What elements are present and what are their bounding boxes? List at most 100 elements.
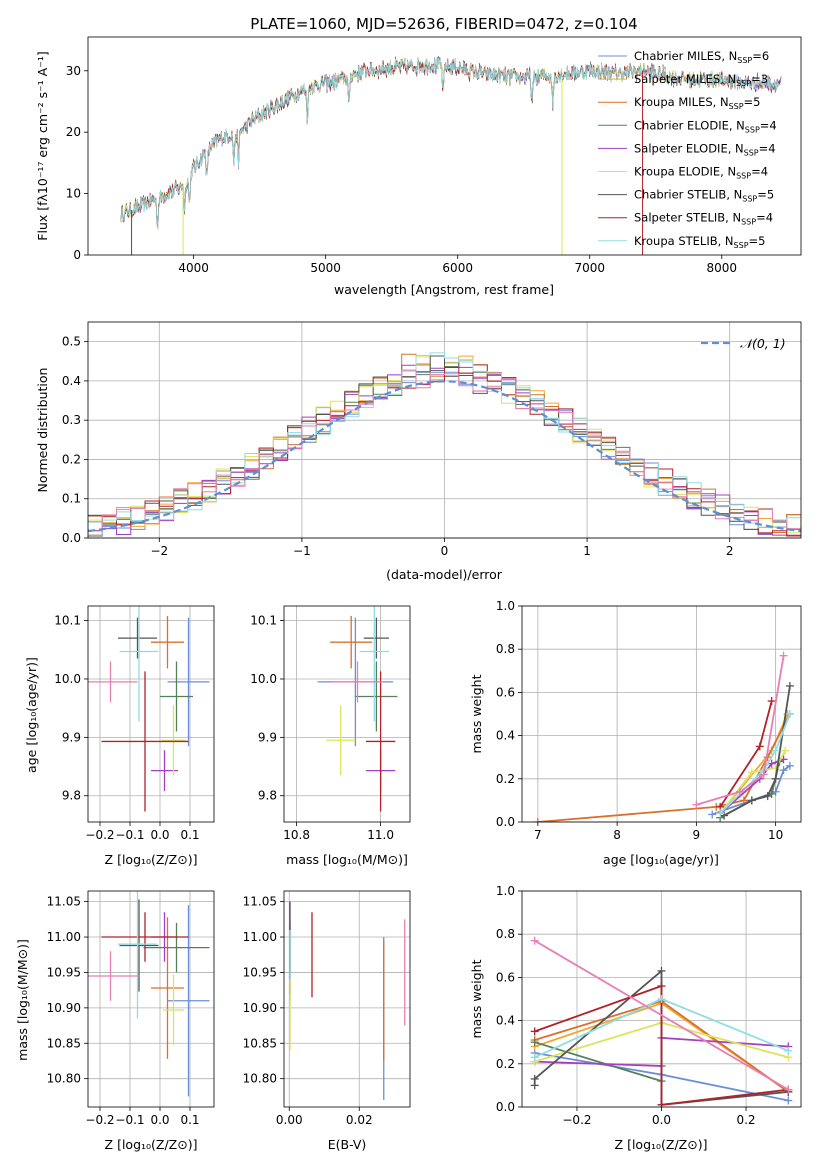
- y-tick-label: 10.1: [54, 614, 81, 628]
- mass-weight-vs-age-panel: 7 8 9 10 0.0 0.2 0.4 0.6 0.8 1.0 age [log₁₀(age/yr…: [469, 599, 802, 867]
- x-tick-label: −1: [293, 544, 311, 558]
- series-line: [537, 713, 791, 822]
- x-axis-label: wavelength [Angstrom, rest frame]: [334, 282, 554, 297]
- legend-entry: Kroupa MILES, NSSP=5: [634, 95, 760, 111]
- legend-entry: Kroupa STELIB, NSSP=5: [634, 234, 765, 250]
- x-tick-label: 6000: [442, 261, 473, 275]
- x-tick-label: 4000: [178, 261, 209, 275]
- x-tick-label: −0.2: [85, 828, 114, 842]
- y-tick-label: 0.8: [496, 927, 515, 941]
- plot-area: [317, 606, 398, 812]
- y-axis-label: mass [log₁₀(M/M⊙)]: [15, 939, 30, 1061]
- y-tick-label: 10.80: [243, 1072, 277, 1086]
- y-tick-label: 10.80: [47, 1072, 81, 1086]
- x-tick-label: 8: [613, 828, 621, 842]
- y-tick-label: 9.8: [62, 789, 81, 803]
- axes-frame: [283, 890, 411, 1108]
- y-tick-label: 0.6: [496, 685, 515, 699]
- y-tick-label: 10.1: [250, 614, 277, 628]
- series-line: [534, 985, 789, 1106]
- y-tick-label: 11.05: [243, 895, 277, 909]
- y-tick-label: 9.8: [258, 789, 277, 803]
- y-tick-label: 10.0: [54, 672, 81, 686]
- x-tick-label: 0.0: [652, 1113, 671, 1127]
- y-tick-label: 10.85: [243, 1036, 277, 1050]
- y-tick-label: 0.1: [62, 492, 81, 506]
- x-tick-label: 2: [726, 544, 734, 558]
- x-tick-label: 0.2: [736, 1113, 755, 1127]
- figure-title: PLATE=1060, MJD=52636, FIBERID=0472, z=0…: [250, 15, 637, 33]
- y-tick-label: 11.00: [47, 930, 81, 944]
- x-axis-label: Z [log₁₀(Z/Z⊙)]: [105, 1137, 198, 1152]
- y-tick-label: 10.90: [243, 1001, 277, 1015]
- y-tick-label: 9.9: [62, 730, 81, 744]
- y-tick-label: 10: [66, 187, 81, 201]
- x-axis-label: mass [log₁₀(M/M⊙)]: [286, 852, 408, 867]
- y-tick-label: 0.0: [62, 531, 81, 545]
- x-tick-label: 7000: [574, 261, 605, 275]
- y-tick-label: 20: [66, 125, 81, 139]
- legend-entry: Salpeter ELODIE, NSSP=4: [634, 141, 776, 157]
- x-tick-label: 0.1: [180, 828, 199, 842]
- legend-entry: Salpeter STELIB, NSSP=4: [634, 211, 773, 227]
- normal-curve: [88, 380, 801, 533]
- legend-entry: Chabrier MILES, NSSP=6: [634, 49, 769, 65]
- y-axis-label: age [log₁₀(age/yr)]: [24, 657, 39, 773]
- y-tick-label: 10.95: [243, 965, 277, 979]
- y-axis-label: mass weight: [469, 674, 484, 753]
- legend: Chabrier MILES, NSSP=6 Salpeter MILES, NS…: [598, 49, 777, 250]
- y-tick-label: 1.0: [496, 599, 515, 613]
- x-tick-label: −0.1: [115, 1113, 144, 1127]
- y-tick-label: 0.3: [62, 413, 81, 427]
- y-tick-label: 0.4: [62, 374, 81, 388]
- y-tick-label: 0.4: [496, 729, 515, 743]
- residuals-histogram-panel: −2 −1 0 1 2 0.0 0.1 0.2 0.3 0.4 0.5 (data-model)/er…: [35, 321, 802, 582]
- axes-frame: [87, 605, 215, 823]
- y-tick-label: 11.00: [243, 930, 277, 944]
- y-tick-label: 0.0: [496, 815, 515, 829]
- axes-frame: [87, 36, 802, 256]
- age-vs-metallicity-panel: −0.2 −0.1 0.0 0.1 9.8 9.9 10.0 10.1 Z [log₁₀(Z/Z…: [24, 605, 215, 867]
- plot-area: [289, 901, 406, 1100]
- y-tick-label: 0.2: [496, 772, 515, 786]
- plot-area: [120, 56, 782, 255]
- x-tick-label: 11.0: [367, 828, 394, 842]
- y-tick-label: 1.0: [496, 884, 515, 898]
- histogram-line: [88, 369, 801, 537]
- x-tick-label: −0.1: [115, 828, 144, 842]
- y-tick-label: 0: [73, 248, 81, 262]
- y-tick-label: 0.4: [496, 1014, 515, 1028]
- series-line: [534, 1041, 662, 1082]
- y-axis-label: mass weight: [469, 959, 484, 1038]
- x-axis-label: Z [log₁₀(Z/Z⊙)]: [615, 1137, 708, 1152]
- x-tick-label: 8000: [707, 261, 738, 275]
- x-axis-label: age [log₁₀(age/yr)]: [603, 852, 719, 867]
- x-tick-label: 0.00: [276, 1113, 303, 1127]
- histogram-line: [88, 352, 801, 536]
- y-tick-label: 10.0: [250, 672, 277, 686]
- spectrum-panel: 4000 5000 6000 7000 8000 0 10 20 30 wavelength [A…: [35, 36, 802, 297]
- series-line: [534, 939, 789, 1091]
- axes-frame: [283, 605, 411, 823]
- x-tick-label: 5000: [310, 261, 341, 275]
- spectrum-line: [120, 57, 782, 227]
- x-tick-label: 10.8: [283, 828, 310, 842]
- plot-area: [530, 936, 793, 1107]
- x-axis-label: E(B-V): [328, 1137, 367, 1152]
- mass-weight-vs-metallicity-panel: −0.2 0.0 0.2 0.0 0.2 0.4 0.6 0.8 1.0 Z [log₁₀(Z/Z…: [469, 884, 802, 1152]
- y-tick-label: 10.85: [47, 1036, 81, 1050]
- y-tick-label: 0.6: [496, 970, 515, 984]
- x-tick-label: 7: [534, 828, 542, 842]
- y-tick-label: 10.95: [47, 965, 81, 979]
- x-tick-label: 10: [768, 828, 783, 842]
- x-tick-label: −2: [150, 544, 168, 558]
- y-tick-label: 0.5: [62, 335, 81, 349]
- legend-entry: 𝒩(0, 1): [740, 336, 786, 351]
- plot-area: [533, 651, 794, 822]
- x-axis-label: Z [log₁₀(Z/Z⊙)]: [105, 852, 198, 867]
- x-tick-label: 0.1: [180, 1113, 199, 1127]
- x-tick-label: 0.0: [150, 828, 169, 842]
- y-tick-label: 0.2: [496, 1057, 515, 1071]
- age-vs-mass-panel: 10.8 11.0 9.8 9.9 10.0 10.1 mass [log₁₀(M/M⊙)]: [250, 605, 411, 867]
